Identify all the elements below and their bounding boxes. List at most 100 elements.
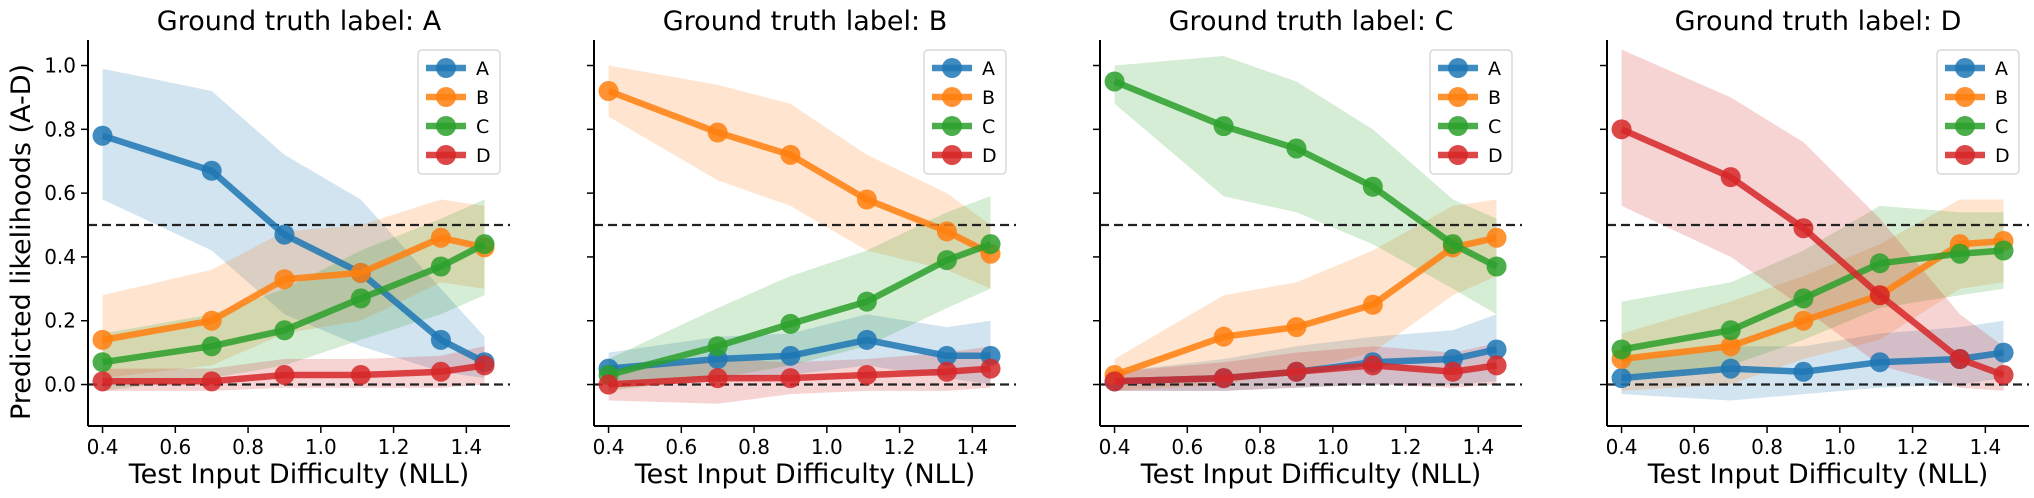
point-D-5: [430, 361, 451, 382]
point-A-6: [1486, 339, 1507, 360]
legend-box: [1429, 49, 1513, 175]
point-C-5: [936, 250, 957, 271]
legend-label-D: D: [1488, 145, 1503, 167]
x-tick-label: 1.0: [1824, 435, 1856, 459]
band-D: [1621, 49, 2004, 391]
point-D-5: [936, 361, 957, 382]
point-C-1: [1611, 339, 1632, 360]
point-B-2: [707, 122, 728, 143]
point-C-5: [1949, 243, 1970, 264]
y-tick-label: 1.0: [44, 54, 76, 78]
point-D-1: [598, 374, 619, 395]
y-axis-label: Predicted likelihoods (A-D): [6, 64, 37, 420]
band-B: [102, 199, 485, 379]
legend-box: [1936, 49, 2020, 175]
x-axis-label: Test Input Difficulty (NLL): [634, 459, 976, 490]
point-A-3: [780, 345, 801, 366]
point-D-3: [1793, 218, 1814, 239]
y-tick-label: 0.8: [44, 117, 76, 141]
legend-label-A: A: [982, 58, 995, 80]
panel-title: Ground truth label: B: [663, 6, 947, 37]
point-D-2: [707, 368, 728, 389]
legend-marker-C: [1955, 116, 1975, 136]
point-A-5: [936, 345, 957, 366]
point-D-4: [856, 364, 877, 385]
panel-3: 0.4 0.6 0.8 1.0 1.2 1.4 Ground truth label: C T…: [1093, 6, 1522, 490]
point-B-2: [1720, 336, 1741, 357]
legend-marker-C: [436, 116, 456, 136]
legend-label-C: C: [1995, 116, 2008, 138]
point-A-6: [1993, 342, 2014, 363]
band-C: [102, 199, 485, 391]
point-B-5: [936, 221, 957, 242]
point-C-2: [201, 336, 222, 357]
point-A-2: [201, 160, 222, 181]
panel-title: Ground truth label: C: [1169, 6, 1454, 37]
point-A-4: [1869, 352, 1890, 373]
panel-title: Ground truth label: A: [157, 6, 442, 37]
point-D-4: [1362, 355, 1383, 376]
point-C-3: [780, 313, 801, 334]
point-C-2: [707, 336, 728, 357]
point-B-1: [92, 329, 113, 350]
point-C-6: [1486, 256, 1507, 277]
point-D-6: [980, 358, 1001, 379]
x-tick-label: 1.0: [1317, 435, 1349, 459]
x-tick-label: 0.4: [593, 435, 625, 459]
x-tick-label: 0.8: [738, 435, 770, 459]
band-C: [608, 196, 991, 391]
x-tick-label: 0.6: [159, 435, 191, 459]
legend-marker-D: [1448, 145, 1468, 165]
point-B-1: [598, 81, 619, 102]
x-axis-label: Test Input Difficulty (NLL): [1140, 459, 1482, 490]
point-D-5: [1442, 361, 1463, 382]
band-A: [608, 314, 991, 385]
x-tick-label: 1.0: [305, 435, 337, 459]
x-tick-label: 0.4: [1606, 435, 1638, 459]
point-C-6: [980, 234, 1001, 255]
x-tick-label: 1.2: [884, 435, 916, 459]
y-tick-label: 0.4: [44, 245, 76, 269]
point-D-1: [92, 371, 113, 392]
point-A-3: [274, 224, 295, 245]
legend-marker-B: [942, 87, 962, 107]
point-A-1: [92, 125, 113, 146]
legend-marker-C: [1448, 116, 1468, 136]
point-D-4: [350, 364, 371, 385]
legend-box: [417, 49, 501, 175]
point-A-3: [1793, 361, 1814, 382]
band-A: [102, 68, 485, 379]
y-tick-label: 0.6: [44, 181, 76, 205]
point-D-1: [1611, 119, 1632, 140]
x-tick-label: 1.2: [1390, 435, 1422, 459]
panel-4: 0.4 0.6 0.8 1.0 1.2 1.4 Ground truth label: D T…: [1600, 6, 2029, 490]
legend-marker-A: [1448, 58, 1468, 78]
panel-title: Ground truth label: D: [1675, 6, 1962, 37]
x-tick-label: 0.8: [232, 435, 264, 459]
x-axis-label: Test Input Difficulty (NLL): [128, 459, 470, 490]
point-C-1: [92, 352, 113, 373]
point-B-2: [201, 310, 222, 331]
point-D-6: [1486, 355, 1507, 376]
point-C-5: [430, 256, 451, 277]
point-D-5: [1949, 349, 1970, 370]
point-A-4: [856, 329, 877, 350]
legend-marker-A: [1955, 58, 1975, 78]
legend-label-C: C: [476, 116, 489, 138]
legend-label-C: C: [1488, 116, 1501, 138]
legend-marker-C: [942, 116, 962, 136]
point-C-3: [274, 320, 295, 341]
legend-label-D: D: [982, 145, 997, 167]
point-D-6: [474, 355, 495, 376]
legend-label-A: A: [1995, 58, 2008, 80]
point-B-3: [274, 269, 295, 290]
point-C-4: [1869, 253, 1890, 274]
point-C-6: [1993, 240, 2014, 261]
x-tick-label: 0.6: [665, 435, 697, 459]
point-D-4: [1869, 285, 1890, 306]
x-tick-label: 1.2: [378, 435, 410, 459]
band-A: [1114, 314, 1497, 391]
